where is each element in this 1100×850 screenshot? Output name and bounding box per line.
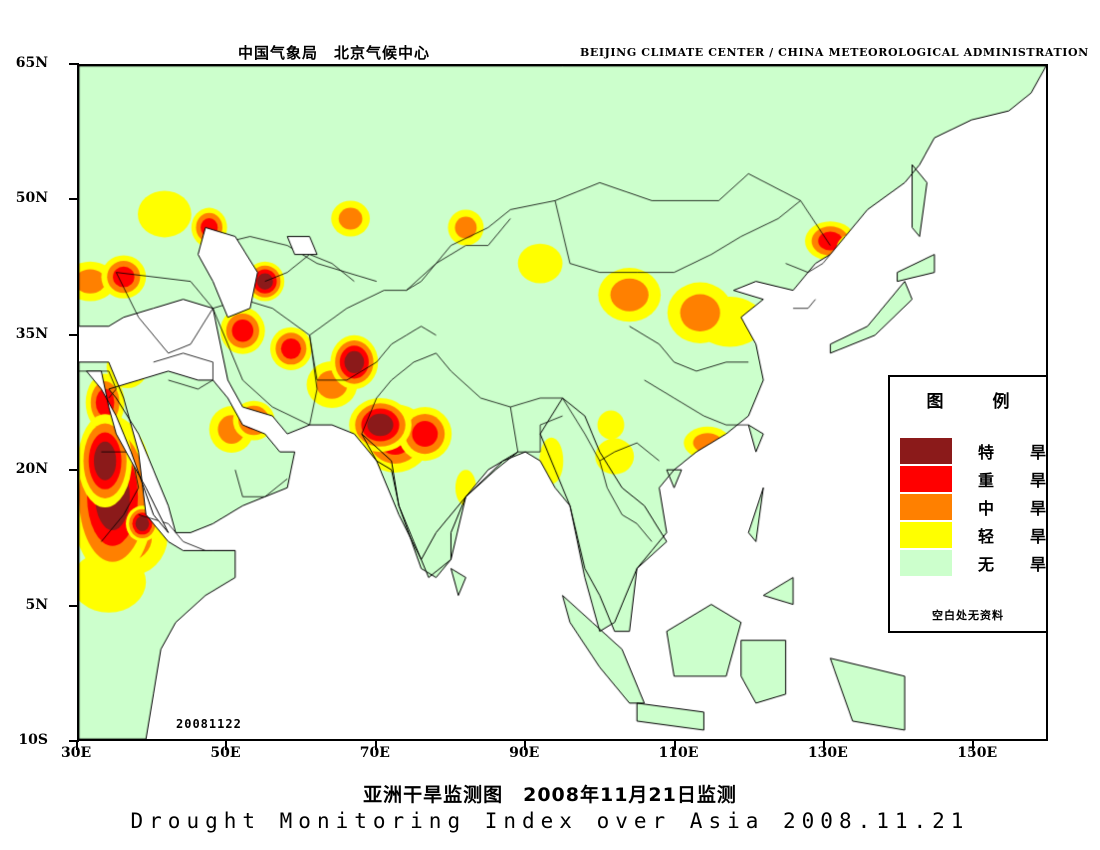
longitude-label-150E: 150E <box>957 745 998 761</box>
latitude-label-35N: 35N <box>15 325 48 342</box>
legend-note: 空白处无资料 <box>932 609 1004 622</box>
legend-item-0: 特 旱 <box>900 437 1056 465</box>
longitude-tick <box>673 741 676 750</box>
drought-index-canvas <box>79 66 1046 739</box>
latitude-label-5N: 5N <box>25 596 48 613</box>
latitude-label-20N: 20N <box>15 461 48 478</box>
longitude-label-110E: 110E <box>658 745 699 761</box>
latitude-label-10S: 10S <box>18 732 48 748</box>
latitude-tick <box>69 333 79 336</box>
legend-swatch <box>900 550 952 576</box>
header-org-cn: 中国气象局 北京气候中心 <box>238 44 431 62</box>
longitude-tick <box>76 741 78 750</box>
legend-item-3: 轻 旱 <box>900 521 1056 549</box>
longitude-tick <box>524 741 527 750</box>
map-timestamp: 20081122 <box>176 717 242 731</box>
longitude-tick <box>374 741 377 750</box>
legend-box: 图 例 特 旱重 旱中 旱轻 旱无 旱 空白处无资料 <box>888 375 1048 633</box>
legend-items: 特 旱重 旱中 旱轻 旱无 旱 <box>900 437 1056 577</box>
longitude-label-90E: 90E <box>509 745 540 761</box>
legend-item-1: 重 旱 <box>900 465 1056 493</box>
legend-label: 无 旱 <box>978 555 1057 574</box>
longitude-label-30E: 30E <box>61 745 92 761</box>
legend-label: 轻 旱 <box>978 527 1057 546</box>
longitude-tick <box>822 741 825 750</box>
longitude-label-50E: 50E <box>210 745 241 761</box>
latitude-label-65N: 65N <box>15 55 48 71</box>
drought-map[interactable] <box>77 64 1048 741</box>
longitude-tick <box>972 741 975 750</box>
legend-swatch <box>900 466 952 492</box>
legend-item-4: 无 旱 <box>900 549 1056 577</box>
longitude-label-130E: 130E <box>807 745 848 761</box>
header-org-en: BEIJING CLIMATE CENTER / CHINA METEOROLO… <box>580 46 1089 59</box>
latitude-tick <box>69 63 79 65</box>
latitude-tick <box>69 198 79 201</box>
longitude-tick <box>225 741 228 750</box>
legend-item-2: 中 旱 <box>900 493 1056 521</box>
legend-swatch <box>900 438 952 464</box>
chart-title-cn: 亚洲干旱监测图 2008年11月21日监测 <box>363 784 737 806</box>
latitude-tick <box>69 469 79 472</box>
latitude-tick <box>69 740 79 742</box>
chart-title-en: Drought Monitoring Index over Asia 2008.… <box>130 809 970 833</box>
legend-label: 重 旱 <box>978 471 1057 490</box>
legend-label: 中 旱 <box>978 499 1057 518</box>
legend-swatch <box>900 494 952 520</box>
legend-title: 图 例 <box>926 392 1026 412</box>
legend-swatch <box>900 522 952 548</box>
longitude-label-70E: 70E <box>359 745 390 761</box>
legend-label: 特 旱 <box>978 443 1057 462</box>
latitude-label-50N: 50N <box>15 190 48 207</box>
latitude-tick <box>69 604 79 607</box>
